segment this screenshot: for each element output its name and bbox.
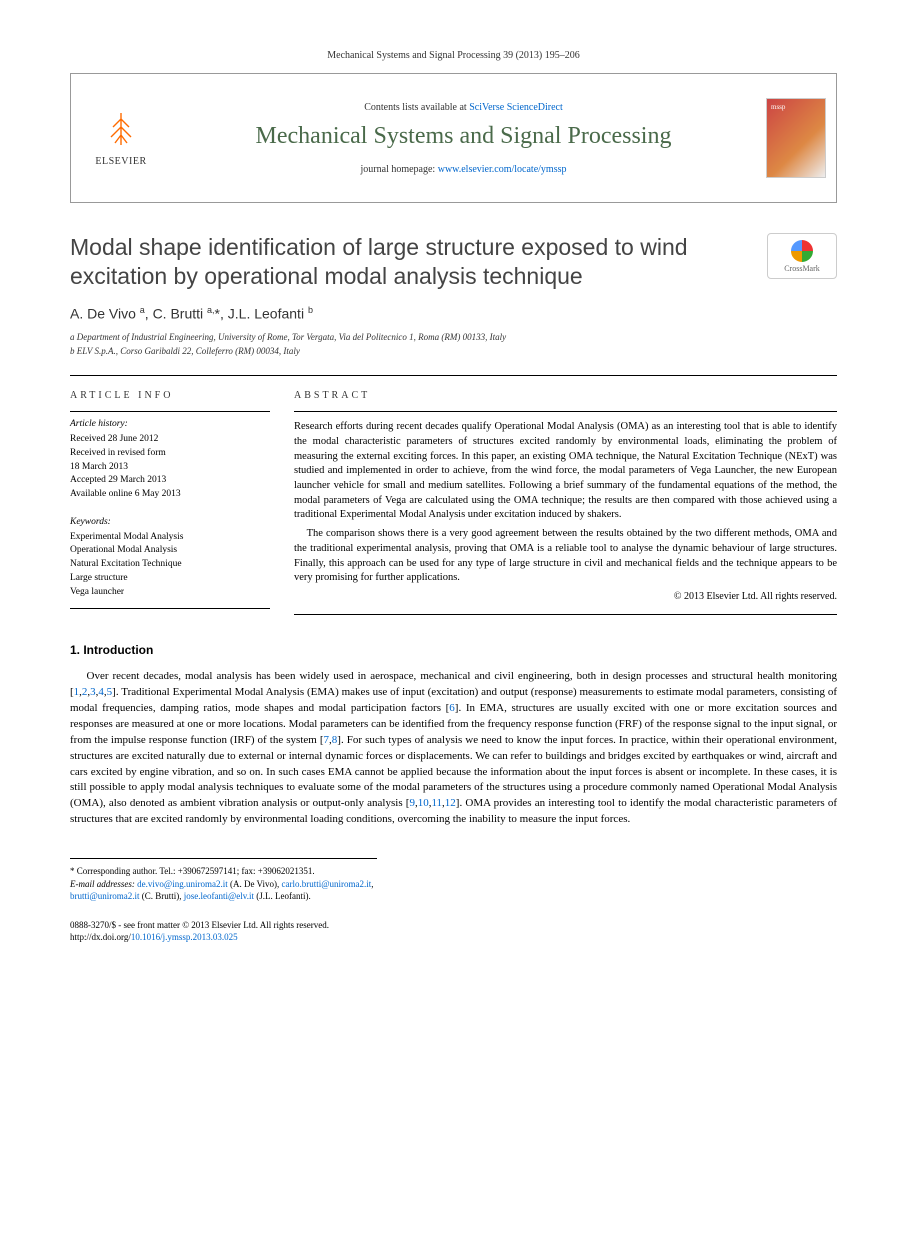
email-person: (C. Brutti), — [140, 891, 184, 901]
email-link[interactable]: de.vivo@ing.uniroma2.it — [137, 879, 228, 889]
keywords-block: Keywords: Experimental Modal AnalysisOpe… — [70, 516, 270, 609]
ref-link[interactable]: 5 — [107, 686, 113, 698]
keyword-line: Experimental Modal Analysis — [70, 531, 270, 545]
article-info-label: ARTICLE INFO — [70, 390, 270, 401]
running-header-citation: Mechanical Systems and Signal Processing… — [70, 50, 837, 61]
ref-link[interactable]: 12 — [445, 797, 456, 809]
crossmark-icon — [791, 240, 813, 262]
ref-link[interactable]: 6 — [449, 702, 455, 714]
email-addresses-line: E-mail addresses: de.vivo@ing.uniroma2.i… — [70, 878, 377, 903]
publisher-logo: ELSEVIER — [71, 74, 171, 202]
history-line: Available online 6 May 2013 — [70, 488, 270, 502]
affiliation-line: b ELV S.p.A., Corso Garibaldi 22, Collef… — [70, 345, 837, 358]
contents-available-line: Contents lists available at SciVerse Sci… — [364, 102, 563, 113]
history-line: Received in revised form — [70, 447, 270, 461]
ref-link[interactable]: 4 — [98, 686, 104, 698]
keyword-line: Natural Excitation Technique — [70, 558, 270, 572]
elsevier-tree-icon — [101, 109, 141, 156]
article-info-column: ARTICLE INFO Article history: Received 2… — [70, 390, 270, 615]
ref-link[interactable]: 1 — [74, 686, 80, 698]
ref-link[interactable]: 2 — [82, 686, 88, 698]
crossmark-label: CrossMark — [784, 264, 820, 273]
abstract-text: Research efforts during recent decades q… — [294, 411, 837, 615]
doi-line: http://dx.doi.org/10.1016/j.ymssp.2013.0… — [70, 931, 837, 943]
keyword-line: Operational Modal Analysis — [70, 544, 270, 558]
email-person: , — [371, 879, 373, 889]
ref-link[interactable]: 10 — [418, 797, 429, 809]
publisher-name: ELSEVIER — [95, 156, 146, 167]
contents-prefix: Contents lists available at — [364, 102, 469, 113]
info-abstract-row: ARTICLE INFO Article history: Received 2… — [70, 375, 837, 615]
journal-title: Mechanical Systems and Signal Processing — [256, 123, 672, 150]
journal-cover-thumb: mssp — [756, 74, 836, 202]
abstract-copyright: © 2013 Elsevier Ltd. All rights reserved… — [294, 590, 837, 604]
introduction-section: 1. Introduction Over recent decades, mod… — [70, 643, 837, 828]
footnotes: * Corresponding author. Tel.: +390672597… — [70, 858, 377, 903]
email-link[interactable]: carlo.brutti@uniroma2.it — [282, 879, 372, 889]
article-history-block: Article history: Received 28 June 2012Re… — [70, 411, 270, 502]
page: Mechanical Systems and Signal Processing… — [0, 0, 907, 983]
email-person: (A. De Vivo), — [228, 879, 282, 889]
homepage-prefix: journal homepage: — [361, 164, 438, 175]
abstract-paragraph: The comparison shows there is a very goo… — [294, 527, 837, 586]
journal-header-box: ELSEVIER Contents lists available at Sci… — [70, 73, 837, 203]
issn-line: 0888-3270/$ - see front matter © 2013 El… — [70, 919, 837, 931]
affiliation-line: a Department of Industrial Engineering, … — [70, 331, 837, 344]
email-link[interactable]: jose.leofanti@elv.it — [184, 891, 254, 901]
cover-label: mssp — [771, 103, 785, 111]
affiliations: a Department of Industrial Engineering, … — [70, 331, 837, 357]
title-row: Modal shape identification of large stru… — [70, 233, 837, 291]
doi-prefix: http://dx.doi.org/ — [70, 932, 131, 942]
article-title: Modal shape identification of large stru… — [70, 233, 751, 291]
homepage-line: journal homepage: www.elsevier.com/locat… — [361, 164, 567, 175]
homepage-link[interactable]: www.elsevier.com/locate/ymssp — [438, 164, 567, 175]
keywords-label: Keywords: — [70, 516, 270, 530]
abstract-label: ABSTRACT — [294, 390, 837, 401]
ref-link[interactable]: 3 — [90, 686, 96, 698]
authors-line: A. De Vivo a, C. Brutti a,*, J.L. Leofan… — [70, 305, 837, 322]
email-link[interactable]: brutti@uniroma2.it — [70, 891, 140, 901]
ref-link[interactable]: 8 — [332, 734, 338, 746]
body-paragraph: Over recent decades, modal analysis has … — [70, 669, 837, 828]
history-line: 18 March 2013 — [70, 461, 270, 475]
header-center: Contents lists available at SciVerse Sci… — [171, 74, 756, 202]
keywords-lines: Experimental Modal AnalysisOperational M… — [70, 531, 270, 600]
footer-meta: 0888-3270/$ - see front matter © 2013 El… — [70, 919, 837, 943]
email-person: (J.L. Leofanti). — [254, 891, 311, 901]
ref-link[interactable]: 11 — [431, 797, 442, 809]
section-heading: 1. Introduction — [70, 643, 837, 657]
ref-link[interactable]: 7 — [324, 734, 330, 746]
history-line: Accepted 29 March 2013 — [70, 474, 270, 488]
doi-link[interactable]: 10.1016/j.ymssp.2013.03.025 — [131, 932, 238, 942]
history-lines: Received 28 June 2012Received in revised… — [70, 433, 270, 502]
emails-label: E-mail addresses: — [70, 879, 137, 889]
corresponding-author-note: * Corresponding author. Tel.: +390672597… — [70, 865, 377, 878]
history-line: Received 28 June 2012 — [70, 433, 270, 447]
ref-link[interactable]: 9 — [409, 797, 415, 809]
keyword-line: Large structure — [70, 572, 270, 586]
cover-image: mssp — [766, 98, 826, 178]
crossmark-badge[interactable]: CrossMark — [767, 233, 837, 279]
history-label: Article history: — [70, 418, 270, 432]
abstract-paragraph: Research efforts during recent decades q… — [294, 420, 837, 523]
abstract-column: ABSTRACT Research efforts during recent … — [294, 390, 837, 615]
sciencedirect-link[interactable]: SciVerse ScienceDirect — [469, 102, 563, 113]
keyword-line: Vega launcher — [70, 586, 270, 600]
